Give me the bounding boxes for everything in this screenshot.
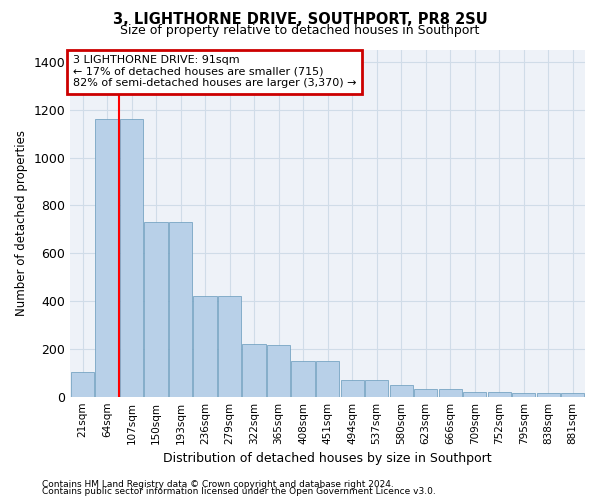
Text: 3 LIGHTHORNE DRIVE: 91sqm
← 17% of detached houses are smaller (715)
82% of semi: 3 LIGHTHORNE DRIVE: 91sqm ← 17% of detac…	[73, 55, 356, 88]
Bar	[267, 346, 290, 397]
Text: Size of property relative to detached houses in Southport: Size of property relative to detached ho…	[121, 24, 479, 37]
Text: Contains public sector information licensed under the Open Government Licence v3: Contains public sector information licen…	[42, 487, 436, 496]
Bar	[389, 385, 413, 396]
Text: Contains HM Land Registry data © Crown copyright and database right 2024.: Contains HM Land Registry data © Crown c…	[42, 480, 394, 489]
Bar	[512, 393, 535, 396]
Bar	[71, 372, 94, 396]
Bar	[414, 389, 437, 396]
Text: 3, LIGHTHORNE DRIVE, SOUTHPORT, PR8 2SU: 3, LIGHTHORNE DRIVE, SOUTHPORT, PR8 2SU	[113, 12, 487, 28]
Bar	[536, 393, 560, 396]
Bar	[169, 222, 192, 396]
Bar	[488, 392, 511, 396]
Bar	[95, 120, 119, 396]
Bar	[341, 380, 364, 396]
Bar	[120, 120, 143, 396]
Bar	[218, 296, 241, 396]
Bar	[463, 392, 487, 396]
Y-axis label: Number of detached properties: Number of detached properties	[15, 130, 28, 316]
Bar	[561, 393, 584, 396]
Bar	[316, 362, 339, 396]
X-axis label: Distribution of detached houses by size in Southport: Distribution of detached houses by size …	[163, 452, 492, 465]
Bar	[365, 380, 388, 396]
Bar	[193, 296, 217, 396]
Bar	[292, 361, 315, 396]
Bar	[439, 389, 462, 396]
Bar	[145, 222, 168, 396]
Bar	[242, 344, 266, 397]
